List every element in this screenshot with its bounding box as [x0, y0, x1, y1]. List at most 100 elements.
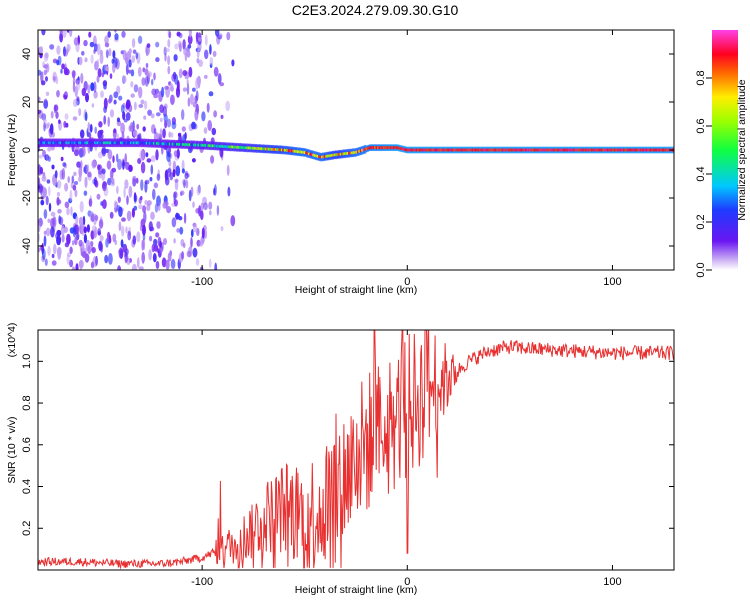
spectrogram-noise-blob	[128, 185, 133, 198]
spectrogram-noise-blob	[66, 233, 71, 245]
spectrogram-noise-blob	[184, 170, 189, 176]
spectrogram-noise-blob	[66, 254, 70, 265]
colorbar-label: Normalized spectral amplitude	[736, 79, 748, 220]
spectrogram-noise-blob	[188, 66, 193, 78]
spectrogram-noise-blob	[91, 225, 97, 232]
spectrogram-noise-blob	[176, 80, 180, 92]
spectrogram-noise-blob	[70, 206, 73, 216]
spectrogram-noise-blob	[56, 191, 61, 197]
x-tick-label: 0	[404, 576, 410, 588]
spectrogram-noise-blob	[150, 164, 154, 175]
spectrogram-noise-blob	[69, 30, 73, 38]
spectrogram-noise-blob	[118, 221, 122, 232]
spectrogram-noise-blob	[81, 241, 85, 253]
spectrogram-x-ticks: -100 0 100	[191, 30, 622, 288]
spectrogram-noise-blob	[196, 58, 200, 64]
spectrogram-noise-blob	[120, 104, 125, 114]
spectrogram-noise-blob	[48, 186, 51, 197]
spectrogram-noise-blob	[146, 158, 152, 163]
spectrogram-noise-blob	[161, 257, 167, 268]
spectrogram-noise-blob	[155, 57, 160, 63]
spectrogram-noise-blob	[168, 31, 172, 39]
snr-y-label: SNR (10 * v/v)	[6, 416, 18, 483]
spectrogram-noise-blob	[85, 239, 91, 252]
spectrogram-noise-blob	[74, 189, 78, 198]
spectrogram-noise-blob	[141, 77, 146, 86]
spectrogram-noise-blob	[213, 110, 218, 118]
colorbar-tick-label: 0.8	[695, 70, 707, 85]
spectrogram-noise-blob	[41, 30, 46, 36]
spectrogram-noise-blob	[185, 179, 189, 189]
spectrogram-noise-blob	[83, 39, 88, 47]
spectrogram-noise-blob	[133, 205, 138, 211]
spectrogram-noise-blob	[94, 214, 99, 221]
spectrogram-noise-blob	[182, 87, 187, 92]
spectrogram-noise-blob	[56, 196, 60, 206]
spectrogram-noise-blob	[104, 42, 110, 48]
spectrogram-noise-blob	[189, 93, 194, 105]
spectrogram-noise-blob	[50, 111, 54, 119]
spectrogram-noise-blob	[138, 266, 144, 270]
spectrogram-noise-blob	[121, 30, 126, 38]
chart-title: C2E3.2024.279.09.30.G10	[291, 2, 459, 18]
spectrogram-noise-blob	[147, 200, 152, 206]
spectrogram-noise-blob	[226, 164, 230, 176]
spectrogram-noise-blob	[55, 232, 60, 240]
spectrogram-noise-blob	[157, 202, 161, 212]
spectrogram-noise-blob	[117, 265, 121, 270]
spectrogram-noise-blob	[206, 102, 210, 113]
spectrogram-noise-blob	[66, 207, 70, 216]
spectrogram-noise-blob	[150, 211, 155, 220]
spectrogram-noise-blob	[107, 149, 113, 160]
spectrogram-noise-blob	[153, 128, 157, 134]
spectrogram-noise-blob	[196, 186, 201, 196]
spectrogram-noise-blob	[204, 34, 208, 46]
spectrogram-noise-blob	[117, 158, 122, 171]
spectrogram-noise-blob	[149, 177, 153, 182]
spectrogram-noise-blob	[131, 207, 135, 218]
spectrogram-noise-blob	[76, 161, 81, 168]
spectrogram-noise-blob	[198, 205, 202, 217]
spectrogram-noise-blob	[184, 132, 187, 140]
spectrogram-noise-blob	[58, 119, 61, 124]
spectrogram-noise-blob	[111, 177, 115, 185]
spectrogram-noise-blob	[49, 44, 55, 50]
spectrogram-noise-blob	[203, 127, 208, 134]
spectrogram-noise-blob	[63, 94, 68, 100]
spectrogram-noise-blob	[44, 258, 48, 266]
spectrogram-noise-blob	[118, 247, 124, 259]
spectrogram-noise-blob	[91, 103, 95, 108]
spectrogram-noise-blob	[215, 30, 220, 37]
spectrogram-noise-blob	[131, 55, 135, 63]
spectrogram-noise-blob	[173, 191, 178, 199]
spectrogram-noise-blob	[108, 98, 112, 104]
spectrogram-noise-blob	[118, 95, 123, 101]
spectrogram-noise-blob	[192, 224, 198, 233]
spectrogram-noise-blob	[166, 118, 172, 128]
spectrogram-noise-blob	[105, 49, 109, 59]
spectrogram-noise-blob	[97, 151, 103, 159]
spectrogram-noise-blob	[80, 160, 83, 169]
spectrogram-noise-blob	[38, 96, 41, 102]
spectrogram-noise-blob	[53, 243, 57, 255]
spectrogram-noise-blob	[178, 32, 183, 39]
spectrogram-noise-blob	[140, 179, 144, 191]
spectrogram-noise-blob	[59, 32, 63, 43]
spectrogram-noise-blob	[122, 75, 127, 84]
spectrogram-noise-blob	[123, 118, 128, 123]
spectrogram-noise-blob	[170, 94, 175, 106]
colorbar-tick-label: 0.6	[695, 118, 707, 133]
spectrogram-noise-blob	[49, 123, 54, 135]
y-tick-label: 1.0	[21, 354, 33, 369]
spectrogram-noise-blob	[187, 34, 193, 45]
spectrogram-noise-blob	[168, 131, 171, 138]
spectrogram-noise-blob	[141, 251, 145, 264]
spectrogram-noise-blob	[170, 132, 174, 138]
spectrogram-noise-blob	[209, 57, 214, 66]
spectrogram-noise-blob	[46, 179, 51, 184]
spectrogram-noise-blob	[166, 206, 172, 214]
y-tick-label: 20	[21, 96, 33, 108]
spectrogram-noise-blob	[155, 112, 161, 117]
spectrogram-noise-blob	[201, 227, 205, 239]
spectrogram-noise-blob	[89, 195, 93, 208]
